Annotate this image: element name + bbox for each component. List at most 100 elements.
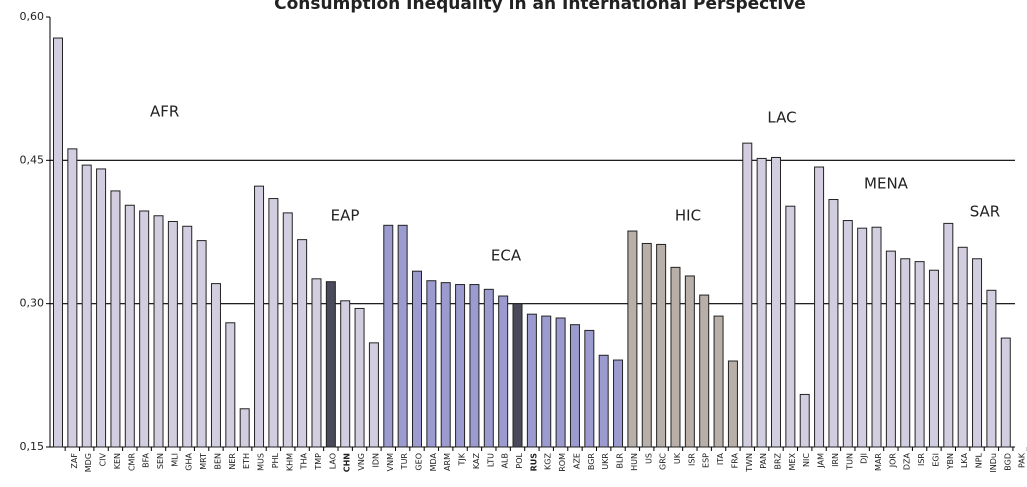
bar (440, 282, 451, 448)
x-tick-label: NIC (802, 453, 811, 467)
bar (613, 359, 624, 448)
x-tick-label: RUS (529, 453, 538, 472)
bar (943, 222, 954, 448)
x-tick-label: GEO (415, 453, 424, 471)
bar (139, 210, 150, 448)
bar (814, 166, 825, 448)
x-tick-label: MDA (429, 452, 438, 471)
bar (182, 225, 193, 448)
bar (799, 393, 810, 448)
bar (383, 224, 394, 448)
x-tick-label: CMR (127, 453, 136, 471)
x-tick-label: US (644, 453, 653, 464)
x-tick-label: ZAF (70, 453, 79, 469)
bar (986, 289, 997, 448)
x-tick-label: ITA (716, 452, 725, 465)
x-tick-label: TUN (845, 453, 854, 471)
x-tick-label: CHN (343, 453, 352, 472)
bar (455, 284, 466, 448)
bar (699, 294, 710, 448)
group-label: SAR (970, 203, 1000, 221)
bar (512, 303, 523, 448)
bar (311, 278, 322, 448)
bar (584, 329, 595, 448)
bar (340, 300, 351, 448)
chart-title: Consumption Inequality in an Internation… (274, 0, 806, 14)
bar (972, 258, 983, 448)
bar (555, 317, 566, 448)
x-tick-label: FRA (730, 452, 739, 468)
bar (900, 258, 911, 448)
bar (541, 315, 552, 448)
bar (756, 157, 767, 448)
bar (167, 220, 178, 448)
bar (670, 266, 681, 448)
x-tick-label: UK (673, 452, 682, 464)
group-label: LAC (767, 109, 796, 127)
x-tick-label: PAK (1018, 452, 1027, 468)
x-tick-label: ALB (501, 453, 510, 468)
x-tick-label: ISR (687, 453, 696, 466)
x-tick-label: NPL (975, 452, 984, 468)
x-tick-label: ROM (558, 453, 567, 472)
x-tick-label: LKA (960, 452, 969, 468)
bar (483, 288, 494, 448)
x-tick-label: PHL (271, 452, 280, 468)
bar (110, 190, 121, 448)
x-tick-label: KAZ (472, 452, 481, 469)
x-tick-label: ESP (702, 453, 711, 468)
bar (124, 204, 135, 448)
x-tick-label: EGI (931, 453, 940, 467)
group-label: ECA (491, 247, 522, 265)
x-tick-label: LAO (328, 453, 337, 469)
x-tick-label: MUS (257, 453, 266, 471)
x-tick-label: BGD (1003, 453, 1012, 471)
x-tick-label: DJI (860, 453, 869, 464)
bar (569, 324, 580, 448)
x-tick-label: TMP (314, 453, 323, 471)
bar (297, 239, 308, 448)
bar (81, 164, 92, 448)
x-tick-label: IRN (831, 453, 840, 467)
bar (96, 168, 107, 448)
x-tick-label: THA (300, 452, 309, 470)
x-tick-label: TJK (458, 452, 467, 466)
bar (153, 215, 164, 448)
bar (469, 284, 480, 448)
bar (268, 198, 279, 448)
x-tick-label: GRC (659, 453, 668, 470)
x-tick-label: AZE (572, 453, 581, 469)
x-tick-label: SEN (156, 453, 165, 469)
x-tick-label: ETH (242, 453, 251, 469)
bar (397, 224, 408, 448)
y-tick-label: 0,45 (20, 153, 45, 166)
x-tick-label: INDu (989, 453, 998, 473)
x-tick-label: KGZ (544, 452, 553, 469)
x-tick-label: LTU (486, 453, 495, 467)
bar (67, 148, 78, 448)
bar (742, 142, 753, 448)
x-tick-label: ARM (443, 453, 452, 471)
x-tick-label: YBN (946, 453, 955, 470)
x-tick-label: ISR (917, 453, 926, 466)
x-tick-label: BGR (587, 453, 596, 471)
bar (598, 354, 609, 448)
x-tick-label: PAN (759, 453, 768, 469)
bar (684, 275, 695, 448)
bar (785, 205, 796, 448)
x-tick-label: UKR (601, 453, 610, 470)
group-label: HIC (675, 207, 701, 225)
bar (627, 230, 638, 448)
x-tick-label: KHM (285, 453, 294, 471)
x-tick-label: TUR (400, 453, 409, 471)
bar (842, 220, 853, 448)
x-tick-label: CIV (99, 452, 108, 466)
x-tick-label: MDG (84, 453, 93, 472)
x-tick-label: POL (515, 452, 524, 468)
y-tick-label: 0,30 (20, 297, 45, 310)
bar (914, 261, 925, 448)
x-tick-label: KEN (113, 453, 122, 469)
x-tick-label: BLR (616, 453, 625, 469)
x-tick-label: VNG (357, 453, 366, 471)
